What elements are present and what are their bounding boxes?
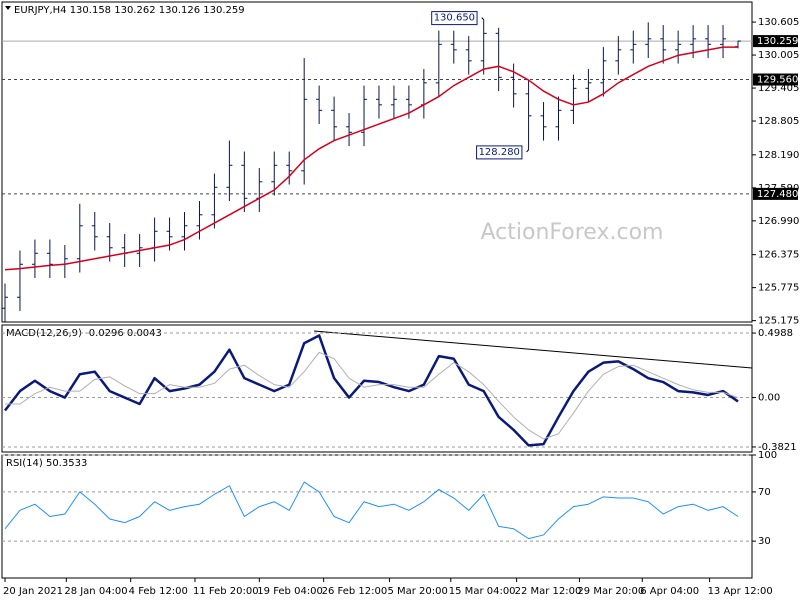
y-tick-label: -0.3821 xyxy=(758,442,797,453)
series-line xyxy=(5,351,739,440)
price-panel xyxy=(1,1,753,323)
x-tick-label: 19 Feb 04:00 xyxy=(257,586,323,597)
x-tick-label: 5 Mar 20:00 xyxy=(387,586,447,597)
y-tick-label: 128.190 xyxy=(758,150,799,161)
y-tick-label: 30 xyxy=(758,536,771,547)
annotation-leader xyxy=(526,149,529,153)
x-tick-label: 26 Feb 12:00 xyxy=(322,586,388,597)
x-tick-label: 4 Feb 12:00 xyxy=(129,586,188,597)
series-line xyxy=(4,481,739,540)
x-tick-label: 28 Jan 04:00 xyxy=(64,586,127,597)
trend-line xyxy=(313,330,753,369)
y-tick-label: 0.4988 xyxy=(758,328,793,339)
level-box xyxy=(753,73,798,86)
macd-title: MACD(12,26,9) -0.0296 0.0043 xyxy=(6,328,162,339)
watermark: ActionForex.com xyxy=(481,220,664,245)
symbol-arrow xyxy=(5,6,11,10)
y-tick-label: 128.805 xyxy=(758,116,799,127)
x-tick-label: 6 Apr 04:00 xyxy=(640,586,699,597)
y-tick-label: 125.175 xyxy=(758,316,799,327)
x-tick-label: 22 Mar 12:00 xyxy=(515,586,582,597)
annotation-box xyxy=(476,145,523,160)
x-tick-label: 11 Feb 20:00 xyxy=(193,586,259,597)
y-tick-label: 100 xyxy=(758,450,777,461)
level-box xyxy=(753,187,798,200)
x-tick-label: 20 Jan 2021 xyxy=(3,586,63,597)
y-tick-label: 70 xyxy=(758,487,771,498)
moving-average xyxy=(4,46,738,271)
rsi-title: RSI(14) 50.3533 xyxy=(6,458,87,469)
annotation-box xyxy=(431,11,478,26)
y-tick-label: 0.00 xyxy=(758,393,780,404)
y-tick-label: 130.005 xyxy=(758,50,799,61)
macd-panel xyxy=(1,324,753,453)
level-label: 127.480 xyxy=(757,189,798,200)
series-line xyxy=(4,334,739,447)
y-tick-label: 130.605 xyxy=(758,17,799,28)
y-tick-label: 126.375 xyxy=(758,250,799,261)
y-tick-label: 126.990 xyxy=(758,216,799,227)
y-tick-label: 125.775 xyxy=(758,283,799,294)
level-label: 130.259 xyxy=(757,36,798,47)
chart-title: EURJPY,H4 130.158 130.262 130.126 130.25… xyxy=(14,5,245,16)
level-box xyxy=(753,35,798,48)
annotation-label: 130.650 xyxy=(434,13,475,24)
x-tick-label: 13 Apr 12:00 xyxy=(708,586,773,597)
annotation-label: 128.280 xyxy=(479,147,520,158)
annotation-leader xyxy=(481,17,485,20)
x-tick-label: 15 Mar 04:00 xyxy=(449,586,516,597)
x-tick-label: 29 Mar 20:00 xyxy=(577,586,644,597)
y-tick-label: 129.405 xyxy=(758,83,799,94)
level-label: 129.560 xyxy=(757,75,798,86)
